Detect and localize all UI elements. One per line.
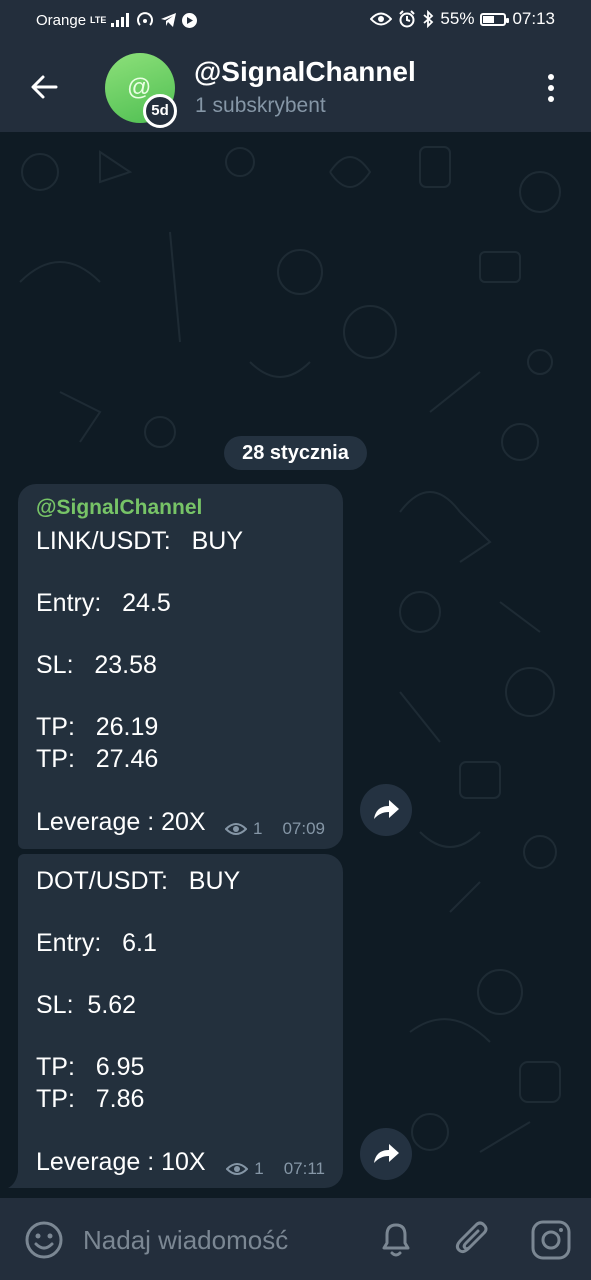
avatar-glyph: @ — [127, 74, 152, 101]
hotspot-icon — [137, 12, 154, 26]
message-time: 07:11 — [283, 1159, 325, 1178]
chat-wallpaper-pattern — [19, 146, 561, 1153]
emoji-icon[interactable] — [24, 1220, 64, 1260]
alarm-icon — [399, 10, 416, 28]
forward-button[interactable] — [360, 1128, 412, 1180]
message-meta: 1 07:09 — [224, 819, 325, 839]
message-bubble[interactable]: @SignalChannel LINK/USDT: BUY Entry: 24.… — [18, 484, 343, 849]
channel-title[interactable]: @SignalChannel — [194, 56, 416, 87]
message-time: 07:09 — [282, 819, 325, 838]
back-arrow-icon[interactable] — [26, 67, 66, 107]
forward-arrow-icon — [374, 1144, 399, 1163]
more-options-icon[interactable] — [539, 70, 563, 106]
bubble-tail — [8, 1172, 18, 1188]
message-meta: 1 07:11 — [226, 1159, 325, 1179]
date-separator: 28 stycznia — [224, 436, 367, 470]
message-line: Entry: 6.1 — [36, 929, 157, 957]
message-input-bar: Nadaj wiadomość — [0, 1198, 591, 1280]
message-input[interactable]: Nadaj wiadomość — [83, 1225, 289, 1255]
eye-icon — [370, 12, 393, 26]
subscriber-count: 1 subskrybent — [195, 94, 326, 117]
forward-arrow-icon — [374, 800, 399, 819]
battery-percent: 55% — [440, 9, 475, 28]
message-sender[interactable]: @SignalChannel — [36, 496, 203, 519]
view-count: 1 — [252, 819, 263, 838]
auto-delete-timer-badge: 5d — [143, 94, 177, 128]
message-line: TP: 7.86 — [36, 1085, 145, 1113]
attach-icon[interactable] — [452, 1217, 492, 1261]
message-line: Leverage : 10X — [36, 1148, 206, 1176]
network-label: LTE — [90, 14, 107, 25]
message-line: LINK/USDT: BUY — [36, 527, 243, 555]
message-line: SL: 23.58 — [36, 651, 157, 679]
telegram-icon — [161, 13, 177, 27]
status-bar-right: 55% 07:13 — [370, 9, 555, 29]
views-eye-icon — [224, 823, 247, 835]
battery-icon — [480, 12, 510, 26]
message-bubble[interactable]: DOT/USDT: BUY Entry: 6.1 SL: 5.62 TP: 6.… — [18, 854, 343, 1188]
media-icon — [182, 12, 198, 28]
message-line: TP: 26.19 — [36, 713, 159, 741]
message-line: TP: 27.46 — [36, 745, 159, 773]
message-line: SL: 5.62 — [36, 991, 137, 1019]
chat-header: @ 5d @SignalChannel 1 subskrybent — [0, 42, 591, 132]
forward-button[interactable] — [360, 784, 412, 836]
message-line: DOT/USDT: BUY — [36, 867, 241, 895]
view-count: 1 — [254, 1159, 264, 1178]
chat-area[interactable]: 28 stycznia @SignalChannel LINK/USDT: BU… — [0, 132, 591, 1198]
message-line: Entry: 24.5 — [36, 589, 171, 617]
views-eye-icon — [226, 1163, 249, 1175]
status-time: 07:13 — [512, 9, 555, 28]
bluetooth-icon — [423, 10, 434, 28]
camera-icon[interactable] — [530, 1219, 572, 1261]
bell-icon[interactable] — [376, 1218, 416, 1260]
signal-icon — [111, 13, 130, 27]
battery-fill — [483, 15, 495, 23]
status-bar-left: Orange LTE — [36, 11, 198, 29]
carrier-label: Orange — [36, 11, 87, 29]
status-bar: Orange LTE 55% 07:13 — [0, 0, 591, 42]
message-line: Leverage : 20X — [36, 808, 206, 836]
message-line: TP: 6.95 — [36, 1053, 145, 1081]
